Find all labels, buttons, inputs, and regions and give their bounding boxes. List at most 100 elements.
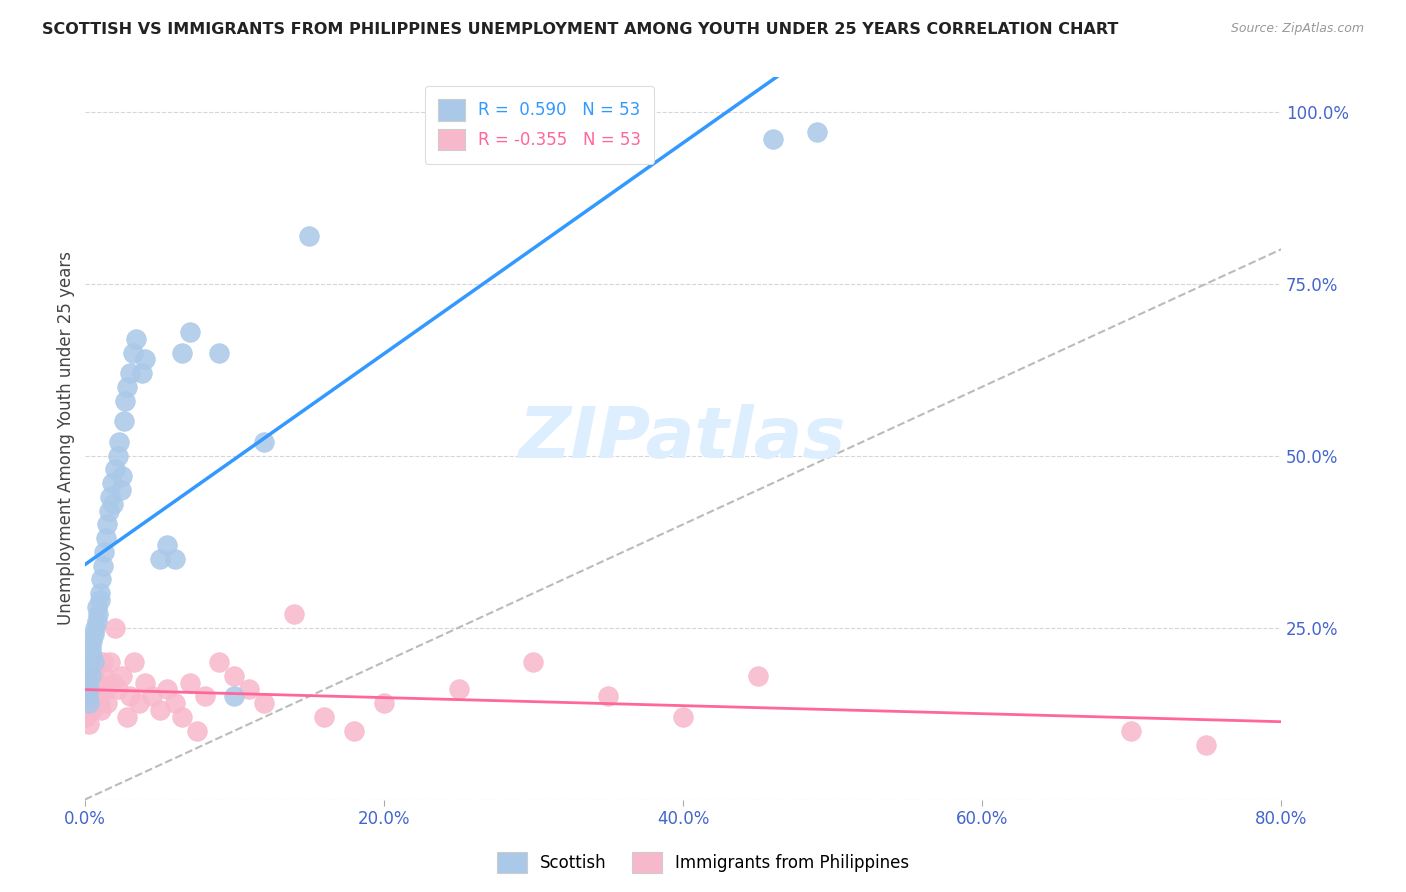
Point (156, 682, 179, 697)
Point (86, 614, 108, 628)
Point (131, 366, 153, 380)
Point (101, 476, 124, 491)
Point (75, 710, 97, 724)
Point (447, 682, 470, 697)
Point (141, 690, 163, 704)
Point (1195, 738, 1218, 752)
Point (115, 710, 138, 724)
Point (96, 696, 118, 710)
Point (186, 723, 208, 738)
Point (762, 132, 785, 146)
Point (84, 682, 107, 697)
Point (208, 655, 231, 669)
Point (149, 551, 172, 566)
Point (75, 669, 97, 683)
Point (93, 669, 115, 683)
Point (79, 655, 101, 669)
Point (373, 696, 395, 710)
Text: SCOTTISH VS IMMIGRANTS FROM PHILIPPINES UNEMPLOYMENT AMONG YOUTH UNDER 25 YEARS : SCOTTISH VS IMMIGRANTS FROM PHILIPPINES … (42, 22, 1119, 37)
Point (107, 449, 129, 463)
Point (118, 690, 141, 704)
Point (79, 682, 101, 697)
Legend: Scottish, Immigrants from Philippines: Scottish, Immigrants from Philippines (491, 846, 915, 880)
Point (89, 586, 111, 600)
Point (253, 434, 276, 449)
Point (83, 627, 105, 641)
Point (1121, 723, 1143, 738)
Point (79, 717, 101, 731)
Point (598, 690, 620, 704)
Point (208, 345, 231, 359)
Point (90, 703, 112, 717)
Point (179, 675, 201, 690)
Point (672, 710, 695, 724)
Legend: R =  0.590   N = 53, R = -0.355   N = 53: R = 0.590 N = 53, R = -0.355 N = 53 (425, 86, 654, 163)
Point (121, 345, 143, 359)
Point (82, 703, 104, 717)
Point (111, 469, 134, 483)
Point (128, 696, 150, 710)
Point (122, 655, 145, 669)
Point (97, 504, 120, 518)
Point (89, 696, 111, 710)
Point (75, 696, 97, 710)
Point (172, 710, 194, 724)
Point (96, 517, 118, 532)
Point (134, 352, 156, 367)
Point (86, 675, 108, 690)
Point (75, 682, 97, 697)
Point (77, 690, 100, 704)
Point (179, 325, 201, 339)
Point (94, 682, 117, 697)
Point (111, 669, 134, 683)
Point (103, 675, 125, 690)
Point (163, 551, 186, 566)
Point (77, 703, 100, 717)
Point (224, 690, 246, 704)
Point (98, 655, 121, 669)
Point (238, 682, 260, 697)
Point (77, 690, 100, 704)
Point (80, 669, 103, 683)
Point (134, 675, 156, 690)
Point (94, 531, 117, 545)
Point (91, 558, 114, 573)
Point (86, 599, 108, 614)
Point (298, 228, 321, 243)
Point (112, 414, 135, 428)
Text: ZIPatlas: ZIPatlas (519, 404, 846, 473)
Point (82, 634, 104, 648)
Point (522, 655, 544, 669)
Point (747, 669, 769, 683)
Point (79, 682, 101, 697)
Point (87, 607, 110, 621)
Point (83, 669, 105, 683)
Point (77, 675, 100, 690)
Point (163, 696, 186, 710)
Point (107, 682, 129, 697)
Point (224, 669, 246, 683)
Point (108, 434, 131, 449)
Point (80, 696, 103, 710)
Point (118, 366, 141, 380)
Point (89, 593, 111, 607)
Point (115, 380, 138, 394)
Point (103, 497, 125, 511)
Point (77, 662, 100, 676)
Point (80, 641, 103, 656)
Point (84, 621, 107, 635)
Point (172, 345, 194, 359)
Point (156, 538, 179, 552)
Point (193, 690, 215, 704)
Point (91, 655, 114, 669)
Point (93, 545, 115, 559)
Point (149, 703, 172, 717)
Point (125, 332, 148, 346)
Point (314, 710, 336, 724)
Text: Source: ZipAtlas.com: Source: ZipAtlas.com (1230, 22, 1364, 36)
Point (80, 675, 103, 690)
Point (79, 696, 101, 710)
Point (110, 483, 132, 497)
Point (343, 723, 366, 738)
Point (90, 573, 112, 587)
